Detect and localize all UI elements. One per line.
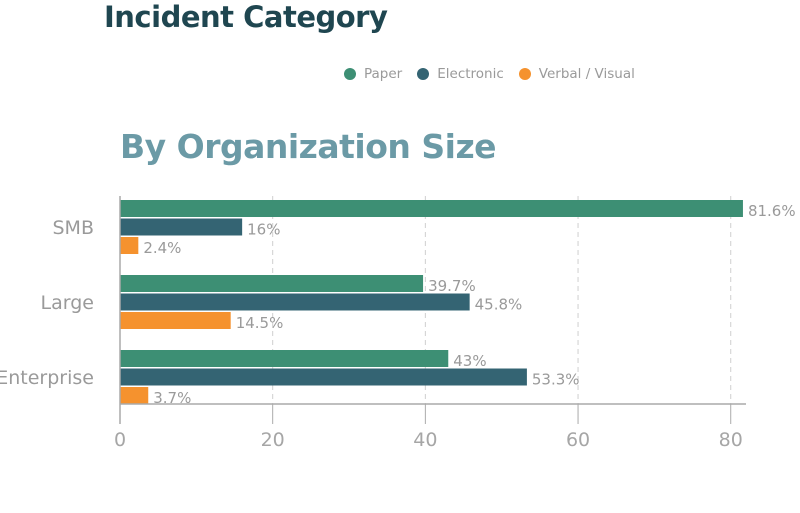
x-tick-label-40: 40 <box>413 429 437 451</box>
bar-enterprise-paper <box>120 350 449 367</box>
legend-swatch-verbal-visual <box>518 68 531 80</box>
legend-label-electronic: Electronic <box>437 66 504 82</box>
data-label-large-verbal-visual: 14.5% <box>236 314 284 332</box>
x-tick-label-80: 80 <box>719 429 743 451</box>
x-tick-label-20: 20 <box>261 429 285 451</box>
category-label-enterprise: Enterprise <box>0 367 94 389</box>
bar-large-paper <box>120 275 424 292</box>
legend-label-verbal-visual: Verbal / Visual <box>538 66 635 82</box>
legend-swatch-paper <box>344 68 356 80</box>
legend-item-electronic: Electronic <box>417 66 504 82</box>
data-label-enterprise-paper: 43% <box>453 352 486 370</box>
data-label-smb-verbal-visual: 2.4% <box>143 239 181 257</box>
category-label-large: Large <box>41 292 94 314</box>
legend-item-paper: Paper <box>344 66 402 82</box>
chart-subtitle: By Organization Size <box>120 127 497 166</box>
chart-title: Incident Category <box>104 0 388 34</box>
bar-enterprise-verbal-visual <box>120 387 149 404</box>
bar-smb-paper <box>120 200 743 217</box>
category-label-smb: SMB <box>53 217 95 239</box>
data-label-enterprise-verbal-visual: 3.7% <box>153 389 191 407</box>
legend-item-verbal-visual: Verbal / Visual <box>518 66 635 82</box>
bar-large-electronic <box>120 293 470 311</box>
data-label-large-paper: 39.7% <box>428 277 476 295</box>
data-label-enterprise-electronic: 53.3% <box>532 371 580 389</box>
bar-smb-verbal-visual <box>120 237 139 254</box>
x-tick-label-0: 0 <box>114 429 126 451</box>
legend-swatch-electronic <box>417 68 430 80</box>
bar-large-verbal-visual <box>120 312 231 329</box>
data-label-large-electronic: 45.8% <box>475 296 523 314</box>
x-tick-label-60: 60 <box>566 429 590 451</box>
legend: Paper Electronic Verbal / Visual <box>344 64 650 84</box>
data-label-smb-paper: 81.6% <box>748 202 796 220</box>
data-label-smb-electronic: 16% <box>247 221 280 239</box>
bar-smb-electronic <box>120 218 243 236</box>
legend-label-paper: Paper <box>364 66 403 82</box>
bar-enterprise-electronic <box>120 368 527 386</box>
